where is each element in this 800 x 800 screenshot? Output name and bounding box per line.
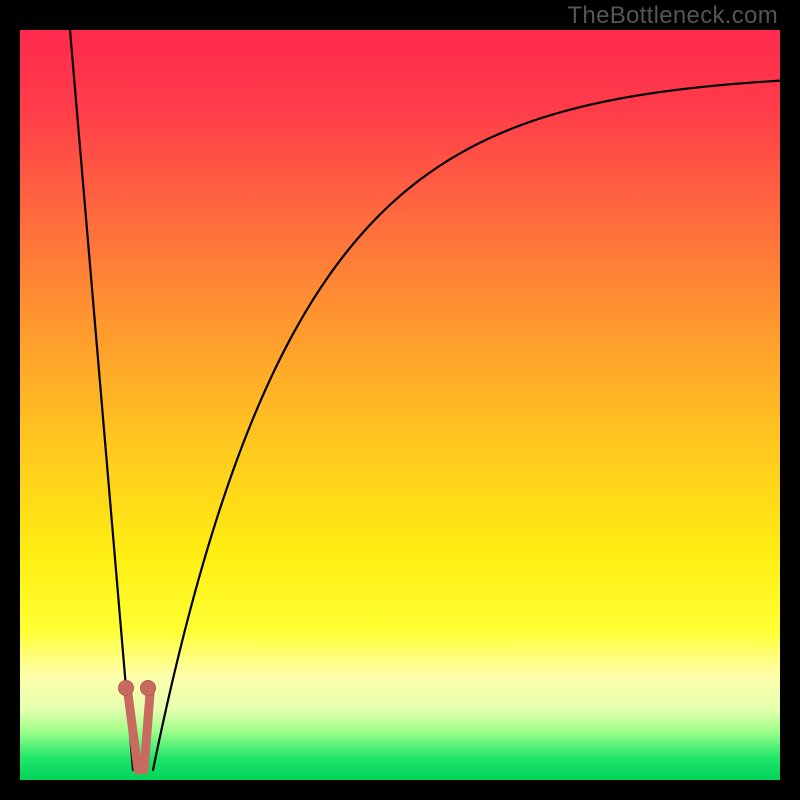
marker-tail-0 — [128, 694, 138, 770]
curve-right — [153, 81, 780, 770]
marker-tail-1 — [144, 694, 150, 770]
marker-dot-0-right — [141, 681, 156, 696]
chart-stage: TheBottleneck.com — [0, 0, 800, 800]
curve-left — [70, 30, 133, 770]
watermark-label: TheBottleneck.com — [567, 2, 778, 30]
marker-dot-0-left — [119, 681, 134, 696]
chart-curve-layer — [0, 0, 800, 800]
